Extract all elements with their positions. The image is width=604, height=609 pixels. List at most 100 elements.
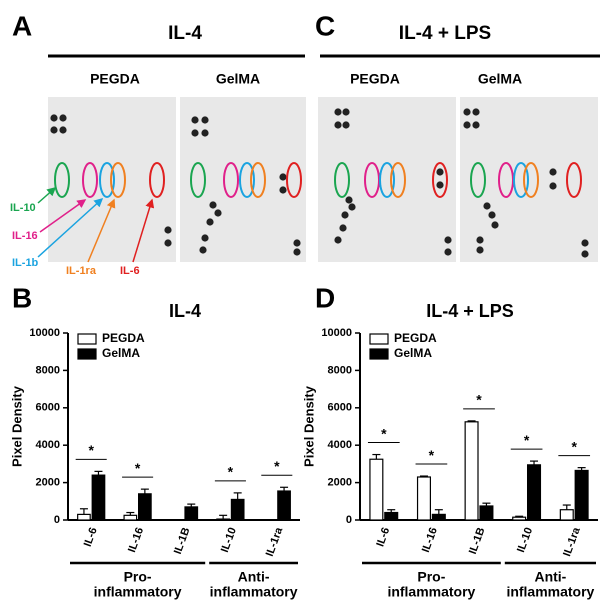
y-tick-label: 8000 [328, 364, 352, 376]
label-arrow [37, 187, 57, 204]
x-tick-label: IL-10 [219, 526, 239, 554]
blot-spot [342, 121, 350, 129]
blot-spot [59, 126, 67, 134]
y-tick-label: 8000 [36, 364, 60, 376]
bar [216, 518, 230, 521]
significance-star: * [88, 442, 94, 458]
blot-spot [483, 202, 491, 210]
blot-spot [472, 121, 480, 129]
bar [479, 505, 494, 521]
spot-ring [470, 162, 486, 198]
y-tick-label: 4000 [36, 439, 60, 451]
legend-label: GelMA [102, 346, 140, 360]
significance-star: * [274, 458, 280, 474]
blot-spot [341, 211, 349, 219]
column-label: GelMA [478, 71, 522, 87]
bar [559, 509, 574, 521]
blot-spot [214, 209, 222, 217]
group-label: Pro- [417, 569, 445, 585]
column-label: GelMA [216, 71, 260, 87]
x-tick-label: IL-1ra [264, 525, 286, 558]
blot-spot [199, 246, 207, 254]
bar [574, 469, 589, 521]
blot-spot [191, 129, 199, 137]
group-label: inflammatory [506, 584, 594, 600]
spot-ring [250, 162, 266, 198]
spot-label: IL-1ra [66, 265, 97, 277]
blot-spot [345, 196, 353, 204]
spot-ring [149, 162, 165, 198]
blot-spot [444, 236, 452, 244]
bar [138, 493, 152, 521]
legend-label: PEGDA [394, 331, 437, 345]
significance-star: * [135, 460, 141, 476]
blot-image [460, 97, 598, 262]
spot-ring [334, 162, 350, 198]
blot-spot [164, 239, 172, 247]
blot-spot [201, 116, 209, 124]
group-label: inflammatory [387, 584, 475, 600]
significance-star: * [571, 438, 577, 454]
blot-spot [581, 239, 589, 247]
spot-ring [239, 162, 255, 198]
blot-spot [463, 121, 471, 129]
group-label: Pro- [124, 569, 152, 585]
blot-spot [334, 108, 342, 116]
blot-spot [293, 239, 301, 247]
spot-ring [190, 162, 206, 198]
blot-spot [59, 114, 67, 122]
legend-swatch [369, 348, 389, 360]
blot-spot [206, 218, 214, 226]
bar [416, 476, 432, 521]
column-label: PEGDA [350, 71, 400, 87]
blot-spot [293, 248, 301, 256]
panel-letter: D [315, 282, 335, 313]
bar [384, 511, 399, 521]
spot-ring [110, 162, 126, 198]
blot-spot [164, 226, 172, 234]
blot-spot [342, 108, 350, 116]
spot-ring [432, 162, 448, 198]
blot-spot [488, 211, 496, 219]
label-arrow [132, 198, 155, 263]
y-axis-label: Pixel Density [301, 385, 316, 467]
blot-spot [334, 121, 342, 129]
significance-star: * [381, 425, 387, 441]
blot-spot [339, 224, 347, 232]
blot-spot [279, 173, 287, 181]
spot-ring [379, 162, 395, 198]
legend-swatch [77, 348, 97, 360]
blot-spot [463, 108, 471, 116]
blot-spot [436, 168, 444, 176]
y-tick-label: 10000 [321, 327, 352, 339]
legend-swatch [369, 333, 389, 345]
label-arrow [37, 197, 104, 258]
bar [431, 513, 446, 521]
spot-ring [566, 162, 582, 198]
bar [184, 506, 199, 521]
bar [512, 516, 527, 521]
spot-ring [82, 162, 98, 198]
blot-spot [476, 246, 484, 254]
blot-spot [50, 114, 58, 122]
bar [369, 458, 384, 521]
y-axis-label: Pixel Density [9, 385, 24, 467]
blot-spot [209, 201, 217, 209]
blot-spot [476, 236, 484, 244]
blot-spot [549, 168, 557, 176]
blot-spot [348, 203, 356, 211]
blot-spot [334, 236, 342, 244]
blot-spot [581, 250, 589, 258]
label-arrow [39, 199, 87, 233]
blot-spot [436, 181, 444, 189]
spot-ring [99, 162, 115, 198]
blot-spot [201, 129, 209, 137]
label-arrow [87, 198, 116, 263]
bar [464, 421, 479, 521]
significance-star: * [228, 464, 234, 480]
panel-letter: A [12, 10, 32, 41]
blot-spot [491, 221, 499, 229]
legend-label: GelMA [394, 346, 432, 360]
x-tick-label: IL-10 [515, 526, 535, 554]
x-tick-label: IL-1B [172, 526, 193, 556]
